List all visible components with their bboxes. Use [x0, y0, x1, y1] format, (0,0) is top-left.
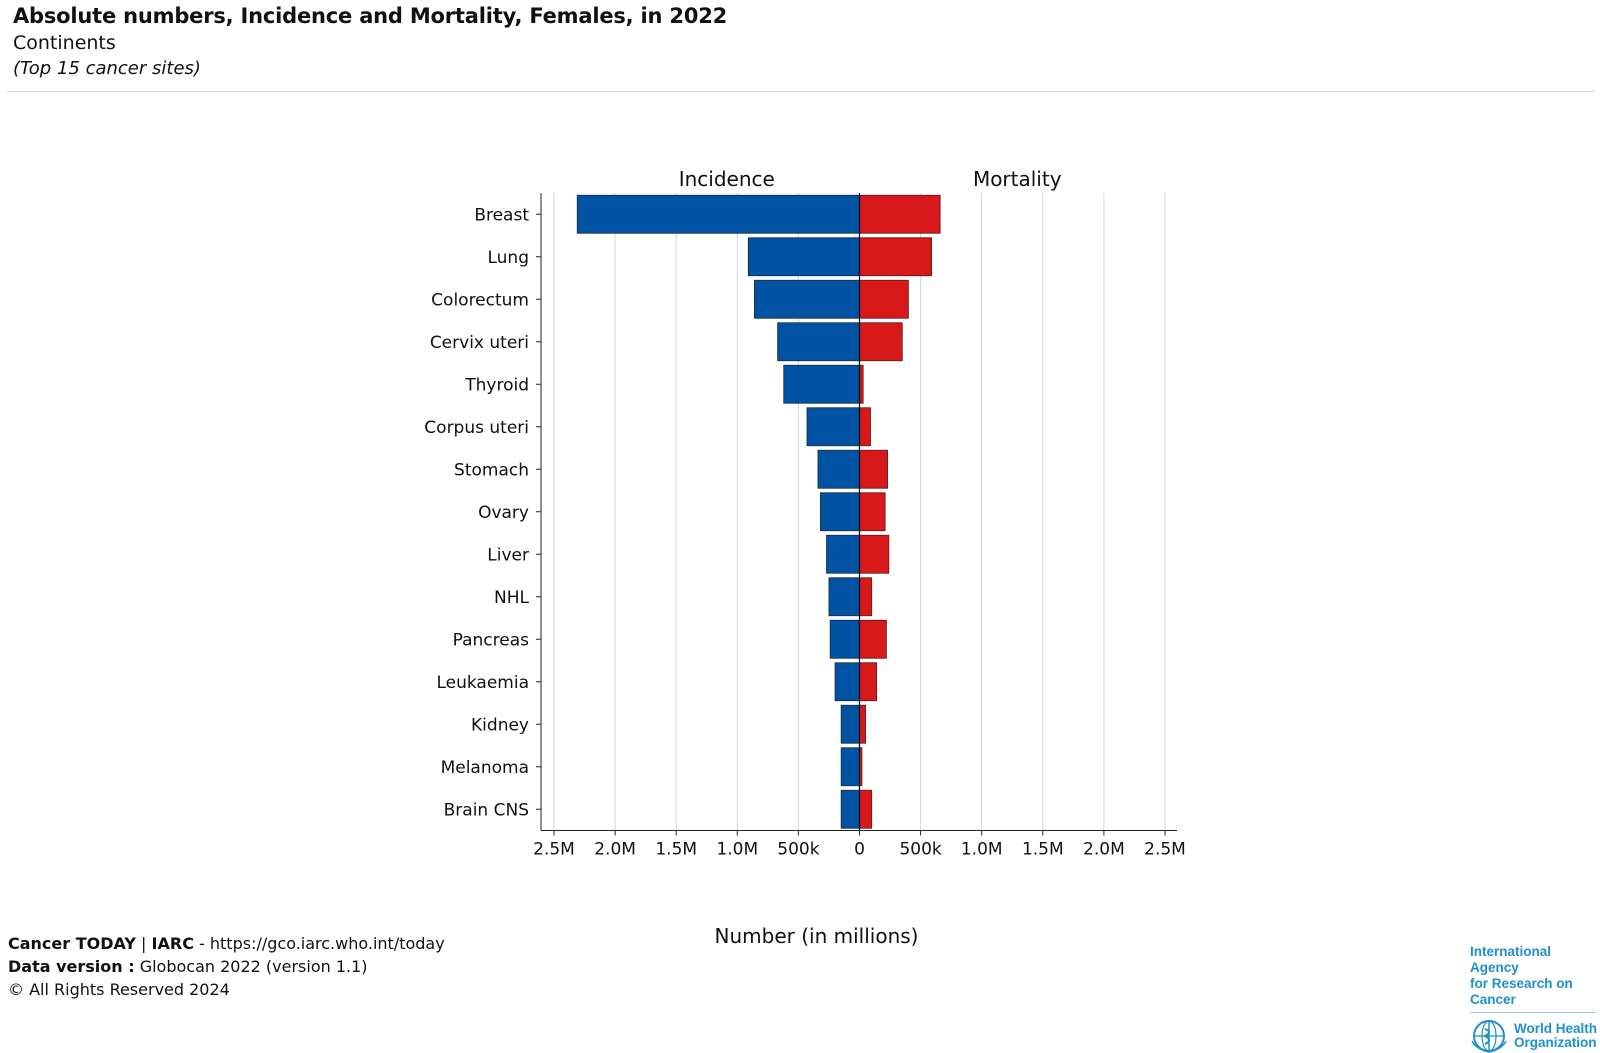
chart-title: Absolute numbers, Incidence and Mortalit…	[13, 4, 728, 28]
logo-divider	[1470, 1012, 1596, 1013]
footer-org: IARC	[151, 934, 194, 953]
iarc-who-logo: International Agency for Research on Can…	[1470, 944, 1600, 1053]
x-tick-label-0: 2.5M	[533, 840, 575, 860]
x-tick-label-2: 1.5M	[655, 840, 697, 860]
chart-bars	[576, 194, 941, 829]
header-divider	[7, 91, 1595, 92]
footer-url: - https://gco.iarc.who.int/today	[193, 934, 445, 953]
chart-labels: Breast Lung Colorectum Cervix uteri Thyroid C…	[424, 167, 1186, 860]
bar-mortality-7	[859, 492, 886, 532]
bar-mortality-12	[859, 704, 867, 744]
bar-mortality-10	[859, 619, 887, 659]
bar-incidence-10	[829, 619, 860, 659]
y-tick-label-11: Leukaemia	[436, 673, 529, 693]
x-tick-label-6: 500k	[899, 840, 941, 860]
panel-label-incidence: Incidence	[679, 167, 775, 191]
x-tick-label-5: 0	[854, 840, 865, 860]
y-tick-label-6: Stomach	[454, 460, 529, 480]
bar-mortality-14	[859, 789, 873, 829]
bar-incidence-11	[834, 662, 860, 702]
footer-version-label: Data version :	[8, 957, 135, 976]
bar-incidence-14	[840, 789, 860, 829]
footer-copyright: © All Rights Reserved 2024	[8, 980, 230, 999]
iarc-logo-line1: International Agency	[1470, 944, 1552, 975]
footer-separator: |	[135, 934, 152, 953]
x-tick-label-1: 2.0M	[594, 840, 636, 860]
bar-incidence-1	[747, 237, 860, 277]
y-tick-label-7: Ovary	[478, 503, 529, 523]
x-tick-label-9: 2.0M	[1083, 840, 1125, 860]
bar-incidence-2	[754, 279, 860, 319]
footer-source: Cancer TODAY | IARC - https://gco.iarc.w…	[8, 934, 445, 953]
who-logo-text: World Health Organization	[1514, 1022, 1597, 1050]
x-tick-label-3: 1.0M	[716, 840, 758, 860]
bar-incidence-5	[806, 407, 860, 447]
bar-incidence-0	[576, 194, 860, 234]
bar-incidence-3	[777, 322, 860, 362]
bar-incidence-6	[817, 449, 860, 489]
bar-mortality-2	[859, 279, 909, 319]
bar-incidence-12	[840, 704, 860, 744]
bar-mortality-5	[859, 407, 871, 447]
bar-mortality-8	[859, 534, 890, 574]
y-tick-label-9: NHL	[494, 588, 530, 608]
who-logo-line1: World Health	[1514, 1021, 1598, 1036]
x-tick-label-10: 2.5M	[1144, 840, 1186, 860]
bar-mortality-1	[859, 237, 932, 277]
chart-note: (Top 15 cancer sites)	[13, 58, 201, 79]
y-tick-label-2: Colorectum	[431, 290, 529, 310]
y-tick-label-14: Brain CNS	[444, 800, 529, 820]
footer-version: Data version : Globocan 2022 (version 1.…	[8, 957, 368, 976]
y-tick-label-12: Kidney	[471, 715, 529, 735]
bar-incidence-13	[840, 747, 860, 787]
bar-mortality-9	[859, 577, 873, 617]
y-tick-label-0: Breast	[474, 205, 529, 225]
footer-version-value: Globocan 2022 (version 1.1)	[134, 957, 368, 976]
bar-mortality-0	[859, 194, 941, 234]
who-emblem-icon	[1471, 1020, 1507, 1053]
y-tick-label-8: Liver	[487, 545, 529, 565]
y-tick-label-13: Melanoma	[441, 758, 529, 778]
x-axis-label: Number (in millions)	[714, 924, 919, 948]
y-tick-label-5: Corpus uteri	[424, 418, 529, 438]
y-tick-label-10: Pancreas	[453, 630, 530, 650]
iarc-logo-text: International Agency for Research on Can…	[1470, 944, 1600, 1008]
who-logo-line2: Organization	[1514, 1035, 1597, 1050]
footer-brand: Cancer TODAY	[8, 934, 136, 953]
bar-mortality-11	[859, 662, 878, 702]
bar-incidence-9	[828, 577, 860, 617]
butterfly-chart: Breast Lung Colorectum Cervix uteri Thyroid C…	[424, 167, 1186, 860]
bar-mortality-6	[859, 449, 889, 489]
bar-incidence-4	[783, 364, 860, 404]
bar-incidence-7	[819, 492, 860, 532]
bar-incidence-8	[826, 534, 860, 574]
who-logo: World Health Organization	[1470, 1019, 1600, 1053]
y-tick-label-3: Cervix uteri	[430, 333, 529, 353]
panel-label-mortality: Mortality	[973, 167, 1062, 191]
chart-subtitle: Continents	[13, 32, 116, 54]
x-tick-label-4: 500k	[777, 840, 819, 860]
iarc-logo-line2: for Research on Cancer	[1470, 976, 1573, 1007]
x-tick-label-7: 1.0M	[961, 840, 1003, 860]
y-tick-label-4: Thyroid	[464, 375, 529, 395]
x-tick-label-8: 1.5M	[1022, 840, 1064, 860]
y-tick-label-1: Lung	[487, 248, 529, 268]
bar-mortality-3	[859, 322, 903, 362]
chart-grid	[553, 193, 1166, 831]
chart-axes	[536, 193, 1177, 836]
